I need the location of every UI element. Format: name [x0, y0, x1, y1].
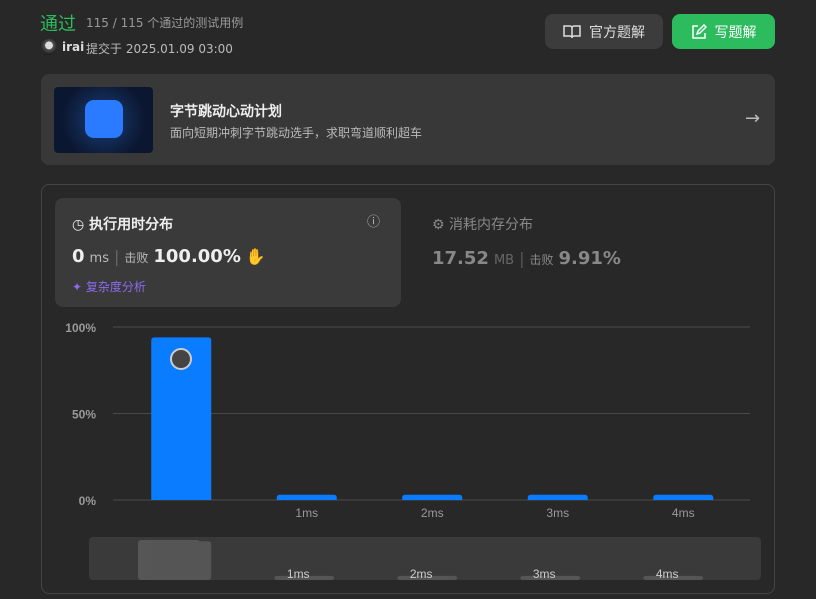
memory-beats: 9.91%: [558, 248, 621, 269]
y-tick-label: 100%: [65, 321, 96, 335]
runtime-title: ◷ 执行用时分布: [72, 217, 174, 233]
brush-tick-label: 3ms: [533, 567, 556, 581]
brush-tick-label: 2ms: [410, 567, 433, 581]
brush-bar: [520, 575, 581, 580]
bar: [151, 337, 212, 500]
memory-title-text: 消耗内存分布: [449, 217, 534, 233]
official-solution-button[interactable]: 官方题解: [545, 14, 663, 49]
brush-tick-label: 1ms: [287, 567, 310, 581]
memory-unit: MB: [493, 253, 515, 268]
runtime-unit: ms: [89, 251, 109, 266]
memory-stats: 17.52 MB | 击败 9.91%: [432, 248, 621, 269]
x-tick-label: 4ms: [672, 506, 695, 520]
brush-track: [89, 537, 761, 580]
memory-value: 17.52: [432, 248, 489, 269]
bar: [402, 494, 463, 500]
banner[interactable]: 字节跳动心动计划 面向短期冲刺字节跳动选手，求职弯道顺利超车 →: [41, 74, 775, 165]
brush-tick-label: 4ms: [656, 567, 679, 581]
logo: [85, 100, 123, 138]
banner-image: [54, 87, 153, 153]
beats-label: 击败: [124, 251, 149, 265]
analysis-text: 复杂度分析: [85, 280, 146, 294]
clap-icon: ✋: [245, 247, 266, 266]
banner-subtitle: 面向短期冲刺字节跳动选手，求职弯道顺利超车: [170, 126, 423, 140]
edit-icon: [691, 23, 707, 39]
runtime-stats: 0 ms | 击败 100.00% ✋: [72, 246, 266, 267]
runtime-title-text: 执行用时分布: [89, 217, 174, 233]
write-solution-button[interactable]: 写题解: [672, 14, 775, 49]
bar: [527, 494, 588, 500]
user-name[interactable]: irai: [62, 40, 85, 54]
testcases: 115 / 115 个通过的测试用例: [86, 16, 244, 30]
banner-title: 字节跳动心动计划: [170, 104, 282, 120]
info-icon: ⓘ: [367, 215, 381, 230]
x-tick-label: 3ms: [546, 506, 569, 520]
runtime-card[interactable]: ◷ 执行用时分布 ⓘ 0 ms | 击败 100.00% ✋ ✦ 复杂度分析: [55, 198, 401, 307]
y-tick-label: 50%: [72, 408, 96, 422]
brush-bar: [274, 575, 335, 580]
x-tick-label: 1ms: [295, 506, 318, 520]
brush-bar: [151, 541, 212, 580]
analysis-link[interactable]: ✦ 复杂度分析: [72, 280, 146, 294]
avatar: [170, 348, 192, 370]
beats-label: 击败: [529, 253, 554, 267]
runtime-value: 0: [72, 246, 85, 267]
runtime-beats: 100.00%: [153, 246, 241, 267]
brush-bar: [643, 575, 704, 580]
y-tick-label: 0%: [79, 494, 97, 508]
button-label: 官方题解: [589, 24, 645, 41]
avatar: [41, 39, 57, 55]
submit-time: 提交于 2025.01.09 03:00: [86, 42, 233, 56]
bar: [653, 494, 714, 500]
brush-bar: [397, 575, 458, 580]
arrow-icon: →: [745, 108, 761, 129]
bar: [276, 494, 337, 500]
stats-panel: [41, 184, 775, 594]
x-tick-label: 2ms: [421, 506, 444, 520]
book-icon: [563, 24, 581, 38]
memory-title[interactable]: ⚙ 消耗内存分布: [432, 217, 534, 233]
status: 通过: [40, 14, 76, 35]
button-label: 写题解: [714, 24, 757, 41]
